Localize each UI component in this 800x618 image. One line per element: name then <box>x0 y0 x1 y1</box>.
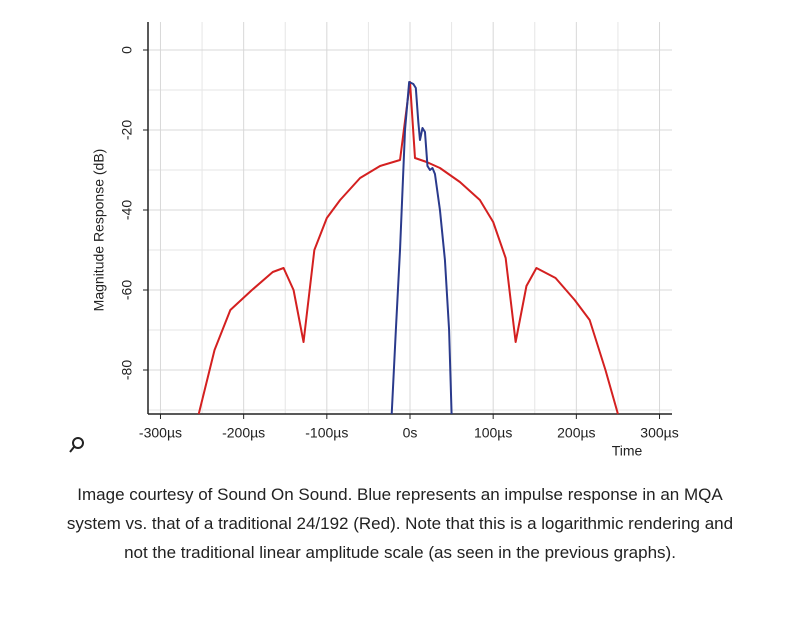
caption: Image courtesy of Sound On Sound. Blue r… <box>66 485 734 562</box>
series-line <box>390 81 453 415</box>
x-tick-label: 100µs <box>474 425 512 441</box>
y-tick-label: -20 <box>119 120 135 140</box>
y-tick-label: -60 <box>119 280 135 300</box>
y-tick-label: -80 <box>119 360 135 380</box>
y-tick-label: -40 <box>119 200 135 220</box>
y-tick-label: 0 <box>119 46 135 54</box>
x-tick-label: 300µs <box>640 425 678 441</box>
x-tick-label: -300µs <box>139 425 182 441</box>
y-axis-title: Magnitude Response (dB) <box>91 149 107 312</box>
x-tick-label: 200µs <box>557 425 595 441</box>
search-icon <box>69 437 84 453</box>
x-tick-label: -200µs <box>222 425 265 441</box>
x-axis-title: Time <box>612 443 643 459</box>
x-tick-label: 0s <box>403 425 418 441</box>
chart: Magnitude Response (dB) Time -300µs -200µ… <box>69 22 679 459</box>
x-tick-label: -100µs <box>305 425 348 441</box>
series-line <box>197 81 619 415</box>
